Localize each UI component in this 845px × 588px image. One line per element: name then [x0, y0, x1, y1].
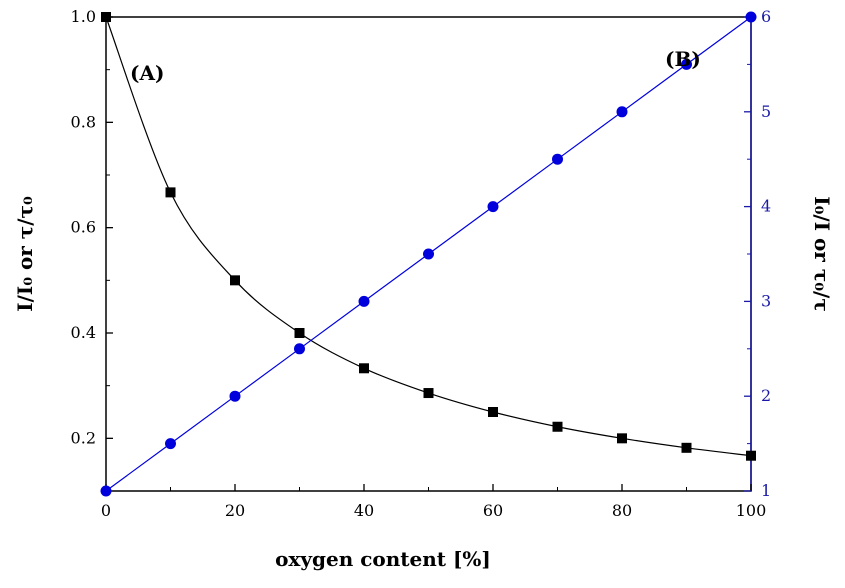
y-left-tick-label: 1.0	[71, 7, 96, 26]
x-tick-label: 80	[612, 501, 632, 520]
y-right-tick-label: 1	[761, 481, 771, 500]
y-left-tick-label: 0.8	[71, 112, 96, 131]
x-tick-label: 100	[736, 501, 767, 520]
x-tick-label: 20	[225, 501, 245, 520]
data-point-square	[488, 407, 498, 417]
y-axis-title-right: I₀/I or τ₀/τ	[810, 196, 834, 312]
data-point-circle	[229, 390, 241, 402]
y-right-tick-label: 5	[761, 102, 771, 121]
data-point-square	[617, 433, 627, 444]
data-point-circle	[358, 295, 370, 307]
y-right-tick-label: 3	[761, 291, 771, 310]
x-axis-title: oxygen content [%]	[275, 547, 491, 571]
x-tick-label: 60	[483, 501, 503, 520]
data-point-circle	[165, 438, 176, 450]
data-point-circle	[294, 343, 305, 355]
ticks-layer: 0 20 40 60 80 100 0.2 0.4 0.6 0.8 1.0 1 2 3 4 5 6	[71, 7, 772, 520]
data-point-circle	[552, 153, 563, 165]
y-right-tick-label: 6	[761, 7, 771, 26]
y-left-tick-label: 0.2	[71, 428, 96, 447]
data-point-circle	[745, 11, 757, 23]
panel-label-b: (B)	[665, 47, 701, 71]
data-point-square	[423, 388, 434, 399]
y-left-tick-label: 0.6	[71, 218, 96, 237]
x-tick-label: 40	[354, 501, 374, 520]
data-point-square	[746, 450, 756, 461]
data-point-circle	[423, 248, 434, 260]
y-axis-title-left: I/I₀ or τ/τ₀	[13, 196, 37, 312]
data-point-circle	[487, 201, 499, 213]
x-tick-label: 0	[101, 501, 111, 520]
data-point-square	[552, 421, 563, 432]
y-right-tick-label: 2	[761, 386, 771, 405]
data-point-square	[681, 442, 692, 453]
series-layer	[100, 11, 757, 497]
data-point-circle	[100, 485, 112, 497]
data-point-square	[165, 187, 176, 198]
panel-label-a: (A)	[130, 61, 164, 85]
y-left-tick-label: 0.4	[71, 323, 96, 342]
data-point-square	[230, 275, 240, 286]
data-point-circle	[616, 106, 628, 118]
series-line-1	[105, 16, 752, 457]
data-point-circle	[681, 58, 692, 70]
y-right-tick-label: 4	[761, 197, 771, 216]
data-point-square	[294, 328, 305, 338]
data-point-square	[101, 12, 111, 22]
data-point-square	[359, 363, 369, 374]
